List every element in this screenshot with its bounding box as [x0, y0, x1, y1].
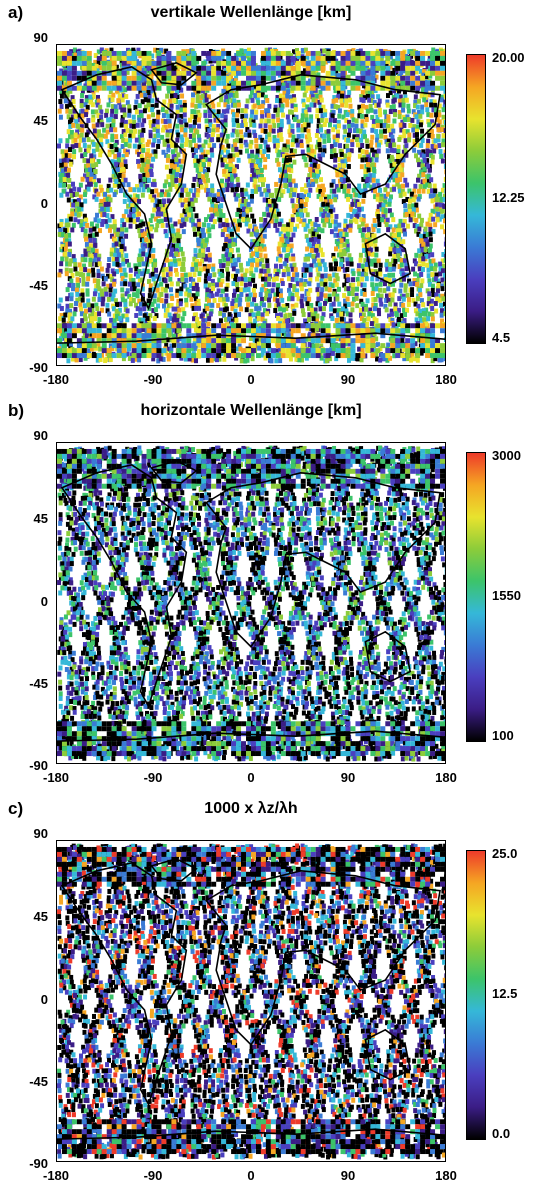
x-tick-minus180: -180	[42, 770, 70, 785]
coastlines	[57, 62, 445, 344]
colorbar-c	[466, 850, 486, 1140]
y-tick-90: 90	[33, 30, 48, 45]
x-tick-minus90: -90	[143, 372, 163, 387]
colorbar-min-label: 4.5	[492, 330, 511, 345]
panel-title: vertikale Wellenlänge [km]	[150, 4, 352, 21]
colorbar-b	[466, 452, 486, 742]
y-tick-45: 45	[33, 113, 48, 128]
x-tick-minus180: -180	[42, 372, 70, 387]
y-tick-0: 0	[40, 594, 48, 609]
colorbar-a	[466, 54, 486, 344]
panel-title: 1000 x λz/λh	[204, 800, 298, 817]
x-tick-180: 180	[435, 1168, 457, 1183]
x-tick-minus90: -90	[143, 1168, 163, 1183]
x-tick-0: 0	[247, 372, 255, 387]
x-tick-0: 0	[247, 770, 255, 785]
y-tick-90: 90	[33, 826, 48, 841]
x-tick-minus180: -180	[42, 1168, 70, 1183]
y-tick-45: 45	[33, 511, 48, 526]
y-tick-0: 0	[40, 196, 48, 211]
y-tick-minus45: -45	[29, 278, 48, 293]
panel-title: horizontale Wellenlänge [km]	[140, 402, 362, 419]
coastlines	[57, 858, 445, 1140]
panel-label: c)	[8, 799, 24, 818]
y-tick-minus45: -45	[29, 1074, 48, 1089]
orbit-tracks	[57, 47, 445, 364]
x-tick-180: 180	[435, 770, 457, 785]
colorbar-max-label: 20.00	[492, 50, 525, 65]
x-tick-90: 90	[340, 372, 356, 387]
colorbar-max-label: 25.0	[492, 846, 518, 861]
map-c	[56, 840, 446, 1162]
orbit-tracks	[57, 445, 445, 762]
colorbar-mid-label: 12.25	[492, 190, 525, 205]
panel-label: b)	[8, 401, 25, 420]
y-tick-minus90: -90	[29, 360, 48, 375]
orbit-tracks	[57, 843, 445, 1160]
colorbar-min-label: 100	[492, 728, 514, 743]
colorbar-mid-label: 1550	[492, 588, 521, 603]
panel-b: b) horizontale Wellenlänge [km] 90 45 0 …	[0, 398, 537, 793]
y-tick-minus90: -90	[29, 758, 48, 773]
x-tick-0: 0	[247, 1168, 255, 1183]
x-tick-90: 90	[340, 1168, 356, 1183]
panel-label: a)	[8, 3, 24, 22]
colorbar-mid-label: 12.5	[492, 986, 518, 1001]
x-tick-180: 180	[435, 372, 457, 387]
y-tick-90: 90	[33, 428, 48, 443]
y-tick-minus90: -90	[29, 1156, 48, 1171]
colorbar-max-label: 3000	[492, 448, 521, 463]
x-tick-90: 90	[340, 770, 356, 785]
colorbar-min-label: 0.0	[492, 1126, 511, 1141]
map-a	[56, 44, 446, 366]
map-b	[56, 442, 446, 764]
coastlines	[57, 460, 445, 742]
y-tick-0: 0	[40, 992, 48, 1007]
x-tick-minus90: -90	[143, 770, 163, 785]
y-tick-minus45: -45	[29, 676, 48, 691]
panel-a: a) vertikale Wellenlänge [km] 90 45 0 -4…	[0, 0, 537, 395]
y-tick-45: 45	[33, 909, 48, 924]
panel-c: c) 1000 x λz/λh 90 45 0 -45 -90 -180 -90…	[0, 796, 537, 1191]
